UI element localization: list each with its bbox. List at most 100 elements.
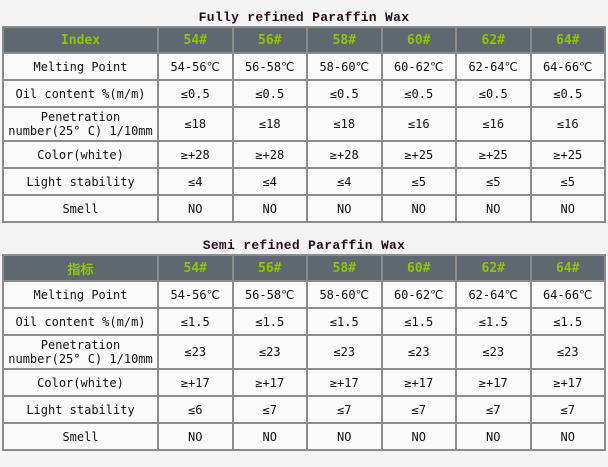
table-cell: ≤16	[531, 108, 604, 140]
table-cell: ≤7	[308, 397, 381, 422]
table-cell: NO	[531, 424, 604, 449]
row-label: Oil content %(m/m)	[4, 81, 157, 106]
column-header: 56#	[233, 256, 306, 280]
table-row: Oil content %(m/m) ≤1.5 ≤1.5 ≤1.5 ≤1.5 ≤1.5 ≤1…	[4, 309, 604, 334]
table-row: Color(white) ≥+28 ≥+28 ≥+28 ≥+25 ≥+25 ≥+25	[4, 142, 604, 167]
table-cell: ≤4	[233, 169, 306, 194]
table-cell: NO	[382, 196, 455, 221]
table-cell: 58-60℃	[308, 282, 381, 307]
table-row: Smell NO NO NO NO NO NO	[4, 424, 604, 449]
table-cell: ≤7	[382, 397, 455, 422]
table-row: Penetration number(25° C) 1/10mm ≤18 ≤18 ≤1…	[4, 108, 604, 140]
table-cell: ≤23	[382, 336, 455, 368]
table-row: Melting Point 54-56℃ 56-58℃ 58-60℃ 60-62℃ 62-…	[4, 282, 604, 307]
table-cell: ≤16	[457, 108, 530, 140]
row-label: Smell	[4, 196, 157, 221]
table-cell: 64-66℃	[531, 54, 604, 79]
table-cell: ≤18	[308, 108, 381, 140]
table-row: Oil content %(m/m) ≤0.5 ≤0.5 ≤0.5 ≤0.5 ≤0.5 ≤0…	[4, 81, 604, 106]
row-label: Oil content %(m/m)	[4, 309, 157, 334]
table-cell: ≤23	[308, 336, 381, 368]
table-cell: ≤0.5	[457, 81, 530, 106]
table-cell: ≤0.5	[308, 81, 381, 106]
table-cell: ≤0.5	[382, 81, 455, 106]
table-cell: ≥+25	[457, 142, 530, 167]
table-cell: 62-64℃	[457, 282, 530, 307]
table-cell: ≥+28	[233, 142, 306, 167]
table-cell: NO	[531, 196, 604, 221]
table-cell: 58-60℃	[308, 54, 381, 79]
column-header: 64#	[531, 256, 604, 280]
row-label: Color(white)	[4, 142, 157, 167]
table-cell: ≤1.5	[233, 309, 306, 334]
table-cell: NO	[382, 424, 455, 449]
table-cell: ≤7	[531, 397, 604, 422]
table-cell: NO	[308, 424, 381, 449]
row-label: Melting Point	[4, 54, 157, 79]
table-cell: 54-56℃	[159, 282, 232, 307]
table-cell: ≥+17	[457, 370, 530, 395]
table-cell: NO	[233, 424, 306, 449]
table-cell: ≥+28	[159, 142, 232, 167]
row-label: Penetration number(25° C) 1/10mm	[4, 336, 157, 368]
column-header: 54#	[159, 256, 232, 280]
column-header: 54#	[159, 28, 232, 52]
table-cell: ≤18	[159, 108, 232, 140]
table-cell: ≥+28	[308, 142, 381, 167]
table-cell: NO	[457, 424, 530, 449]
table-cell: NO	[159, 424, 232, 449]
semi-refined-table: 指标 54# 56# 58# 60# 62# 64# Melting Point 54-56℃ 5…	[2, 254, 606, 451]
table-cell: NO	[457, 196, 530, 221]
table-cell: ≤23	[159, 336, 232, 368]
table-cell: ≤1.5	[308, 309, 381, 334]
table-cell: ≤5	[531, 169, 604, 194]
column-header: 64#	[531, 28, 604, 52]
table-cell: ≤7	[233, 397, 306, 422]
column-header: 58#	[308, 28, 381, 52]
column-header: 62#	[457, 28, 530, 52]
table-cell: ≤4	[159, 169, 232, 194]
table-cell: ≥+17	[308, 370, 381, 395]
table-cell: ≤7	[457, 397, 530, 422]
column-header: 指标	[4, 256, 157, 280]
table-cell: 54-56℃	[159, 54, 232, 79]
table-cell: ≤0.5	[159, 81, 232, 106]
table-cell: ≤16	[382, 108, 455, 140]
header-row: 指标 54# 56# 58# 60# 62# 64#	[4, 256, 604, 280]
row-label: Light stability	[4, 169, 157, 194]
table-cell: ≥+17	[159, 370, 232, 395]
row-label: Penetration number(25° C) 1/10mm	[4, 108, 157, 140]
table-cell: 56-58℃	[233, 54, 306, 79]
table-cell: NO	[233, 196, 306, 221]
table-row: Light stability ≤6 ≤7 ≤7 ≤7 ≤7 ≤7	[4, 397, 604, 422]
table-cell: ≤5	[457, 169, 530, 194]
table-title: Fully refined Paraffin Wax	[198, 10, 410, 25]
table-cell: 60-62℃	[382, 54, 455, 79]
table-cell: ≤1.5	[159, 309, 232, 334]
table-row: Penetration number(25° C) 1/10mm ≤23 ≤23 ≤2…	[4, 336, 604, 368]
row-label: Color(white)	[4, 370, 157, 395]
column-header: 60#	[382, 256, 455, 280]
table-cell: NO	[308, 196, 381, 221]
table-row: Light stability ≤4 ≤4 ≤4 ≤5 ≤5 ≤5	[4, 169, 604, 194]
row-label: Light stability	[4, 397, 157, 422]
table-cell: ≤6	[159, 397, 232, 422]
table-cell: ≥+25	[382, 142, 455, 167]
column-header: Index	[4, 28, 157, 52]
table-cell: 56-58℃	[233, 282, 306, 307]
table-cell: ≤18	[233, 108, 306, 140]
table-cell: ≤23	[531, 336, 604, 368]
table-cell: ≤0.5	[531, 81, 604, 106]
table-cell: ≤0.5	[233, 81, 306, 106]
table-row: Melting Point 54-56℃ 56-58℃ 58-60℃ 60-62℃ 62-…	[4, 54, 604, 79]
column-header: 58#	[308, 256, 381, 280]
row-label: Smell	[4, 424, 157, 449]
table-cell: 62-64℃	[457, 54, 530, 79]
table-cell: ≤1.5	[457, 309, 530, 334]
column-header: 60#	[382, 28, 455, 52]
table-cell: 64-66℃	[531, 282, 604, 307]
page: Fully refined Paraffin Wax Index 54# 56# 58#…	[0, 9, 608, 451]
table-cell: ≤23	[233, 336, 306, 368]
table-cell: ≥+25	[531, 142, 604, 167]
table-cell: ≥+17	[531, 370, 604, 395]
